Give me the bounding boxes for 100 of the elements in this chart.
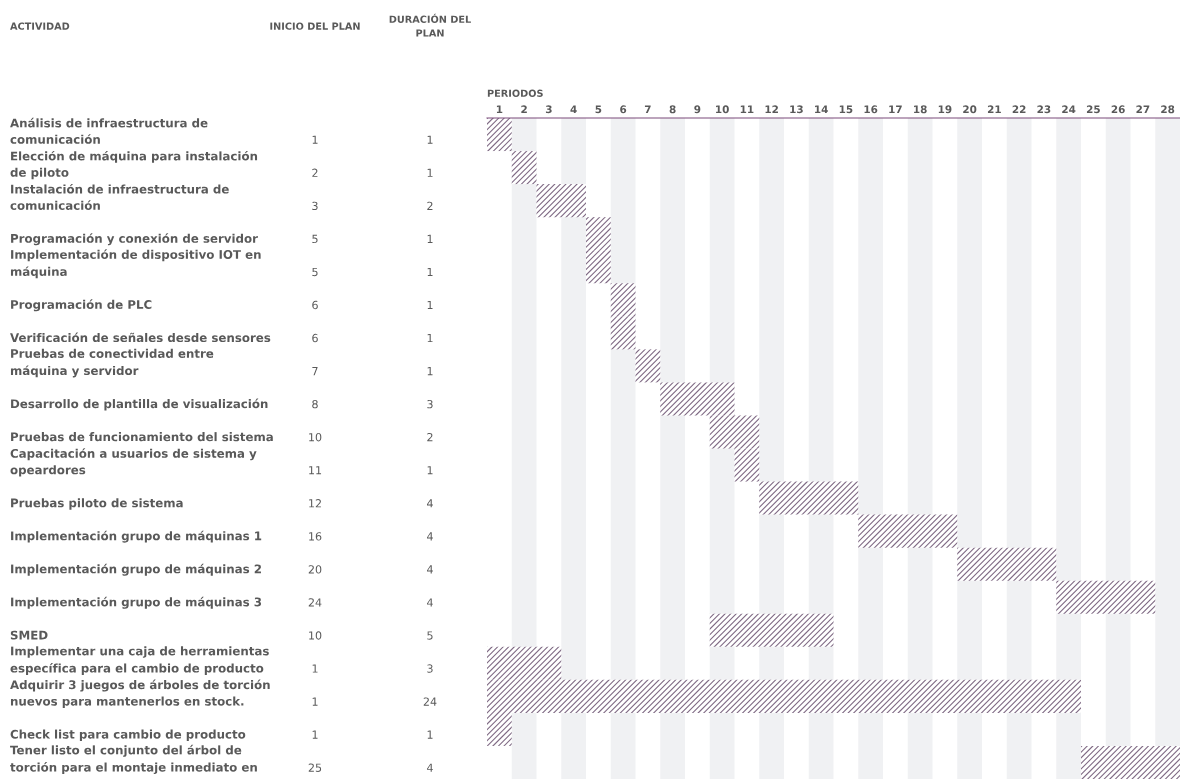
x2-tick-label: 28 <box>1161 105 1175 114</box>
text: 1 <box>312 697 318 706</box>
text: 12 <box>309 499 321 508</box>
y-tick-label: Programación y conexión de servidor <box>11 233 258 246</box>
data-label: 1 <box>427 466 433 475</box>
text: 10 <box>309 432 322 442</box>
bar <box>759 481 859 515</box>
text: INICIO DEL PLAN <box>270 22 360 30</box>
data-label: 4 <box>427 532 433 541</box>
y-tick-label: Pruebas piloto de sistema <box>11 498 183 510</box>
x2-tick-label: 16 <box>864 105 878 114</box>
bar <box>709 613 834 647</box>
y-tick-label: Desarrollo de plantilla de visualización <box>11 398 268 411</box>
y-tick-label: Implementar una caja de herramientas específica para el cambio de producto <box>10 646 269 675</box>
bar <box>1081 745 1180 779</box>
x2-tick-label: 5 <box>595 105 602 114</box>
bar <box>610 316 636 350</box>
x2-tick-label: 1 <box>496 105 503 114</box>
y-tick-label: Capacitación a usuarios de sistema y opeardores <box>10 448 257 477</box>
x2-tick-label: 22 <box>1012 105 1026 114</box>
text: 5 <box>312 267 318 277</box>
data-label: 3 <box>427 664 433 673</box>
data-label: 4 <box>427 763 433 772</box>
y-tick-label: Tener listo el conjunto del árbol de torción para el montaje inmediato en <box>10 744 257 775</box>
x2-tick-label: 26 <box>1111 105 1125 114</box>
y-tick-label: Implementación de dispositivo IOT en máquina <box>10 249 261 279</box>
text: 24 <box>308 598 322 607</box>
bar <box>957 547 1057 581</box>
x2-tick-label: 20 <box>963 105 977 114</box>
data-label: 5 <box>427 631 433 640</box>
text: 2 <box>312 168 318 177</box>
bar <box>635 349 661 383</box>
x2-tick-label: 11 <box>740 105 754 114</box>
text: 5 <box>312 234 318 244</box>
bar <box>660 382 735 416</box>
y-tick-label: Implementación grupo de máquinas 2 <box>11 563 261 576</box>
text: 6 <box>312 333 318 343</box>
data-label: 2 <box>427 432 433 442</box>
y-tick-label: Elección de máquina para instalación de piloto <box>10 150 258 180</box>
data-label: 1 <box>427 267 433 276</box>
x2-tick-label: 2 <box>521 105 527 114</box>
data-label: 1 <box>427 168 433 177</box>
y-tick-label: Análisis de infraestructura de comunicación <box>10 117 208 144</box>
bar <box>487 679 1081 713</box>
text: 20 <box>308 565 322 574</box>
y-tick-label: Verificación de señales desde sensores <box>10 332 271 343</box>
x2-tick-label: 24 <box>1062 105 1076 114</box>
x2-tick-label: 13 <box>790 105 803 114</box>
x2-tick-label: 3 <box>545 105 552 114</box>
y-tick-label: Pruebas de funcionamiento del sistema <box>11 432 273 442</box>
data-label: 4 <box>427 598 433 607</box>
text: 10 <box>309 631 322 640</box>
x2-axis-title: PERIODOS <box>487 89 543 97</box>
x2-tick-label: 25 <box>1086 105 1100 114</box>
data-label: 1 <box>427 234 433 243</box>
bar <box>734 448 760 482</box>
x2-tick-label: 27 <box>1136 105 1150 114</box>
data-label: 4 <box>427 499 433 508</box>
text: 3 <box>312 201 318 211</box>
bar <box>487 646 562 680</box>
text: 1 <box>312 135 318 144</box>
bar <box>1056 580 1156 614</box>
x2-tick-label: 23 <box>1037 105 1051 114</box>
bar <box>709 415 760 449</box>
x2-tick-label: 10 <box>716 105 729 114</box>
bar <box>487 118 512 152</box>
data-label: 2 <box>427 201 433 210</box>
text: 8 <box>312 399 318 409</box>
x2-tick-label: 12 <box>765 105 778 114</box>
x2-tick-label: 4 <box>570 105 577 114</box>
text: ACTIVIDAD <box>10 22 70 30</box>
bar <box>610 283 636 317</box>
x2-tick-label: 15 <box>839 105 853 114</box>
text: 1 <box>312 730 318 739</box>
data-label: 3 <box>427 399 433 409</box>
y-tick-label: Instalación de infraestructura de comunicación <box>10 183 229 210</box>
bar <box>487 712 512 746</box>
y-tick-label: Implementación grupo de máquinas 1 <box>11 530 262 543</box>
data-label: 1 <box>427 135 433 144</box>
x2-tick-label: 18 <box>914 105 927 114</box>
text: 6 <box>312 300 318 310</box>
x2-tick-label: 17 <box>889 105 902 114</box>
data-label: 1 <box>427 730 433 739</box>
bar <box>536 184 586 218</box>
text: 25 <box>308 763 322 772</box>
data-label: 1 <box>427 367 433 376</box>
bar <box>858 514 958 548</box>
x2-tick-label: 6 <box>620 105 627 114</box>
text: DURACIÓN DEL PLAN <box>389 13 471 37</box>
bar <box>586 250 611 284</box>
y-tick-label: Adquirir 3 juegos de árboles de torción nuevos para mantenerlos en stock. <box>10 679 270 708</box>
data-label: 1 <box>427 333 433 343</box>
text: 7 <box>312 367 318 376</box>
x2-tick-label: 21 <box>987 105 1001 114</box>
text: 1 <box>312 664 318 673</box>
x2-tick-label: 7 <box>644 105 651 114</box>
x2-tick-label: 19 <box>938 105 952 114</box>
x2-tick-label: 9 <box>694 105 701 114</box>
bar <box>586 217 611 251</box>
x2-tick-label: 8 <box>669 105 676 114</box>
